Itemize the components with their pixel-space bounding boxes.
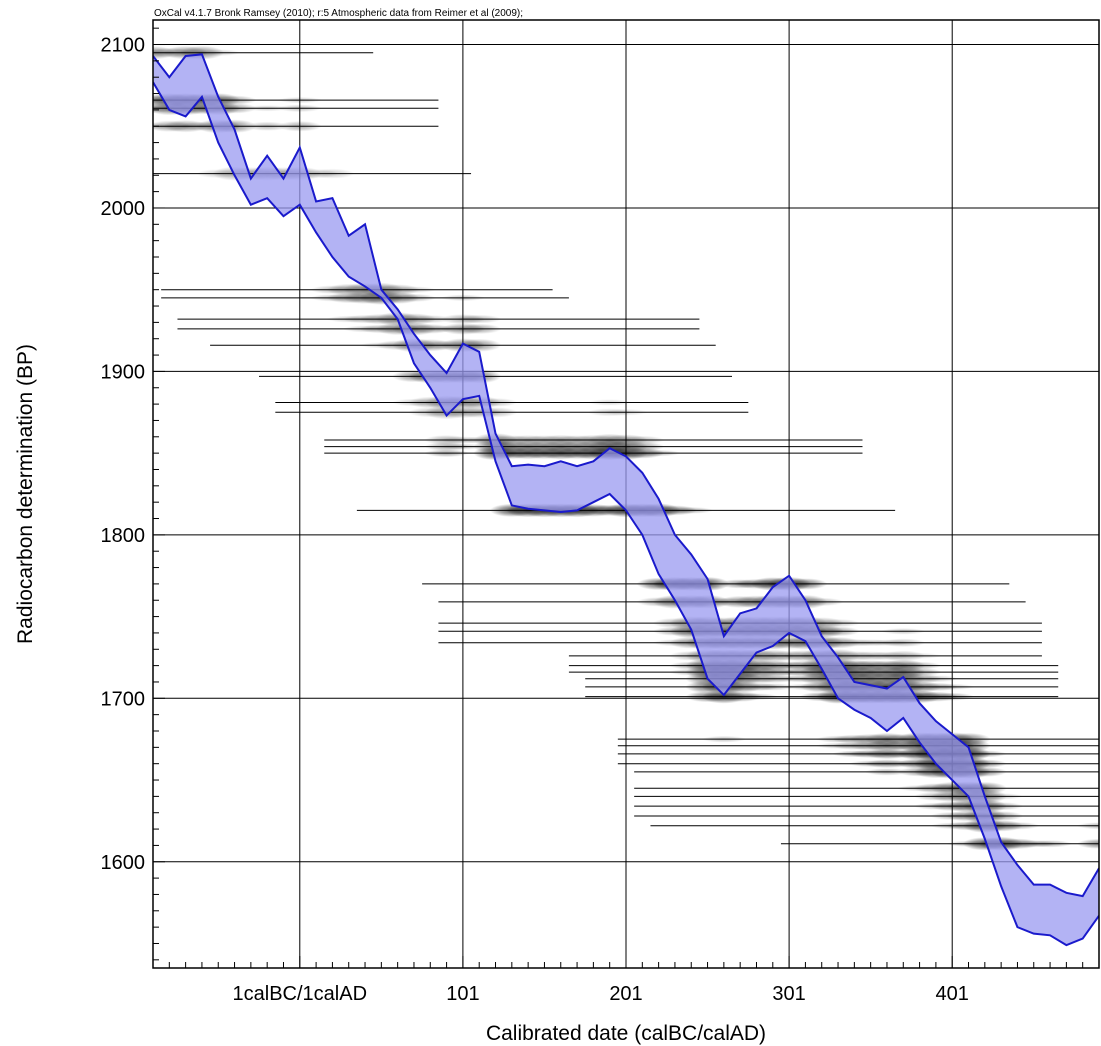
determination-blob — [440, 294, 485, 302]
determination-blob — [391, 286, 436, 294]
determination-blob — [440, 443, 485, 450]
determination-blob — [245, 121, 290, 131]
determination-blob — [979, 802, 1024, 811]
determination-blob — [457, 323, 502, 335]
determination-blob — [1077, 838, 1099, 849]
determination-blob — [962, 750, 1007, 758]
determination-blob — [701, 735, 746, 743]
calibration-band-fill — [153, 54, 1099, 946]
determination-blob — [457, 314, 502, 324]
calibration-lower-line — [153, 81, 1099, 947]
determination-blob — [277, 120, 322, 132]
determination-blob — [799, 597, 844, 607]
x-tick-label: 201 — [609, 983, 642, 1005]
y-tick-label: 1800 — [101, 525, 146, 547]
determination-blob — [881, 638, 926, 647]
determination-blob — [277, 104, 322, 113]
determination-blob — [408, 315, 453, 324]
y-axis-title: Radiocarbon determination (BP) — [14, 344, 37, 644]
x-axis-title: Calibrated date (calBC/calAD) — [486, 1022, 766, 1045]
determination-blob — [636, 449, 681, 457]
determination-blob — [881, 628, 926, 635]
y-tick-label: 1600 — [101, 852, 146, 874]
y-tick-label: 2000 — [101, 198, 146, 220]
x-tick-labels: 1calBC/1calAD 101 201 301 401 — [233, 983, 969, 1005]
determination-blob — [734, 693, 779, 701]
y-tick-label: 2100 — [101, 35, 146, 57]
x-tick-label: 1calBC/1calAD — [233, 983, 368, 1005]
determination-blob — [391, 293, 436, 302]
determination-blob — [897, 652, 942, 659]
determination-blob — [995, 822, 1040, 830]
y-tick-label: 1700 — [101, 688, 146, 710]
determination — [153, 45, 374, 60]
determination-blob — [930, 692, 975, 701]
determination-blob — [245, 105, 290, 112]
determination-blob — [473, 407, 518, 418]
determination-blob — [424, 449, 469, 458]
determination-blob — [913, 675, 958, 683]
x-tick-label: 101 — [446, 983, 479, 1005]
y-tick-labels: 1600 1700 1800 1900 2000 2100 — [101, 35, 146, 874]
x-tick-label: 401 — [936, 983, 969, 1005]
determination-blob — [587, 399, 632, 406]
credit-text: OxCal v4.1.7 Bronk Ramsey (2010); r:5 At… — [154, 8, 523, 19]
determination-blob — [310, 168, 355, 179]
determination-blob — [196, 49, 241, 57]
determination-blob — [979, 793, 1024, 800]
determination-blob — [816, 626, 861, 637]
tick-marks — [153, 27, 1100, 968]
determination-blob — [750, 683, 795, 691]
calibration-curve-layer — [153, 53, 1099, 947]
determination-blob — [930, 683, 975, 691]
y-tick-label: 1900 — [101, 361, 146, 383]
determination-blob — [1028, 840, 1073, 848]
determination-blob — [669, 506, 714, 514]
determination-blob — [1077, 822, 1099, 830]
calibration-upper-line — [153, 53, 1099, 898]
determination-blob — [864, 768, 909, 776]
determination-blob — [604, 408, 648, 416]
determination-blob — [277, 96, 322, 104]
x-tick-label: 301 — [772, 983, 805, 1005]
